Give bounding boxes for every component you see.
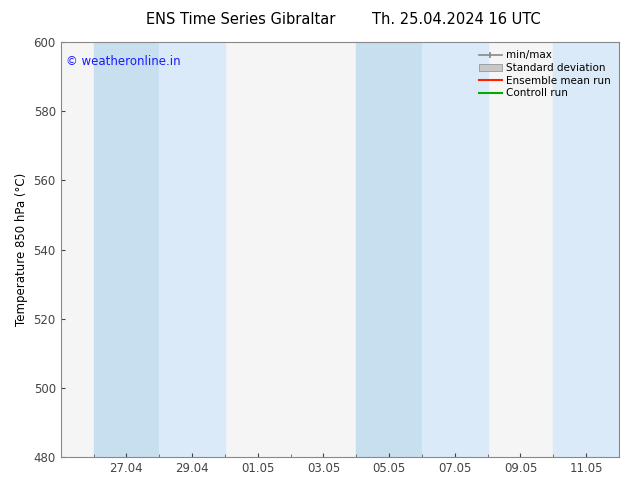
Bar <box>553 42 619 457</box>
Legend: min/max, Standard deviation, Ensemble mean run, Controll run: min/max, Standard deviation, Ensemble me… <box>476 47 614 101</box>
Y-axis label: Temperature 850 hPa (°C): Temperature 850 hPa (°C) <box>15 173 28 326</box>
Text: © weatheronline.in: © weatheronline.in <box>66 54 181 68</box>
Bar <box>356 42 422 457</box>
Bar <box>422 42 488 457</box>
Text: Th. 25.04.2024 16 UTC: Th. 25.04.2024 16 UTC <box>372 12 541 27</box>
Text: ENS Time Series Gibraltar: ENS Time Series Gibraltar <box>146 12 335 27</box>
Bar <box>93 42 159 457</box>
Bar <box>159 42 225 457</box>
